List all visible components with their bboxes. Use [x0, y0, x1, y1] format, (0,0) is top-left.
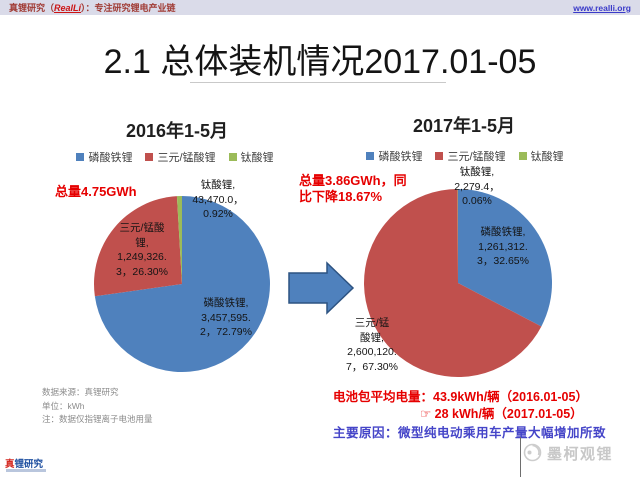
legend-label: 磷酸铁锂: [378, 151, 423, 163]
watermark-text: 墨柯观锂: [547, 446, 614, 463]
footer-logo: 真锂研究: [5, 456, 43, 470]
legend-item: 钛酸锂: [518, 148, 564, 164]
pie-label-lfp-2017: 磷酸铁锂, 1,261,312. 3，32.65%: [477, 226, 529, 268]
note-unit: 单位：kWh: [42, 400, 85, 411]
legend-swatch-nmc-icon: [435, 152, 444, 160]
note-remark: 注：数据仅指锂离子电池用量: [42, 414, 153, 425]
legend-item: 钛酸锂: [228, 149, 274, 165]
pie-label-nmc-2016: 三元/锰酸 锂, 1,249,326. 3，26.30%: [116, 222, 168, 279]
pie-chart-2016: [93, 196, 270, 372]
pie-slice: [176, 196, 182, 284]
legend-label: 三元/锰酸锂: [447, 151, 506, 163]
footer-logo-rest: 锂研究: [14, 459, 44, 470]
legend-item: 磷酸铁锂: [366, 148, 422, 164]
watermark-divider: [520, 437, 521, 477]
chart-title-2016: 2016年1-5月: [125, 121, 229, 141]
header-bar: 真锂研究（RealLi）：专注研究锂电产业链 www.realli.org: [0, 0, 640, 15]
pie-label-lfp-2016: 磷酸铁锂, 3,457,595. 2，72.79%: [200, 297, 252, 339]
pie-slice: [93, 196, 182, 297]
summary-reason: 主要原因：微型纯电动乘用车产量大幅增加所致: [333, 426, 607, 440]
legend-swatch-nmc-icon: [145, 153, 154, 161]
legend-label: 钛酸锂: [240, 152, 274, 164]
legend-label: 钛酸锂: [530, 151, 564, 163]
chart-title-2017: 2017年1-5月: [412, 116, 516, 136]
legend-swatch-lto-icon: [518, 152, 527, 160]
total-annotation-2016: 总量4.75GWh: [55, 184, 137, 199]
legend-2016: 磷酸铁锂 三元/锰酸锂 钛酸锂: [42, 149, 308, 165]
data-notes: 数据来源：真锂研究 单位：kWh 注：数据仅指锂离子电池用量: [42, 386, 153, 427]
brand-prefix: 真锂研究（: [9, 3, 55, 13]
legend-swatch-lto-icon: [228, 153, 237, 161]
brand-suffix: ）：专注研究锂电产业链: [81, 3, 176, 13]
footer-logo-subtext: [6, 469, 46, 472]
brand-name: RealLi: [54, 3, 82, 13]
summary-avg-2017: ☞ 28 kWh/辆（2017.01-05）: [420, 407, 583, 421]
page-title: 2.1 总体装机情况2017.01-05: [103, 43, 537, 81]
legend-swatch-lfp-icon: [76, 153, 85, 161]
pie-chart-2017: [364, 188, 553, 377]
watermark-swirl-icon: [523, 443, 542, 462]
legend-2017: 磷酸铁锂 三元/锰酸锂 钛酸锂: [332, 148, 598, 164]
summary-avg-2016: 电池包平均电量：43.9kWh/辆（2016.01-05）: [333, 390, 588, 404]
pie-slice: [458, 189, 553, 327]
legend-label: 三元/锰酸锂: [157, 152, 216, 164]
legend-label: 磷酸铁锂: [88, 152, 133, 164]
legend-item: 三元/锰酸锂: [435, 148, 506, 164]
total-annotation-2017: 总量3.86GWh，同 比下降18.67%: [299, 173, 407, 205]
pie-label-lto-2016: 钛酸锂, 43,470.0， 0.92%: [192, 179, 244, 221]
website-link[interactable]: www.realli.org: [573, 2, 631, 13]
note-source: 数据来源：真锂研究: [42, 387, 119, 397]
pie-slice: [364, 189, 542, 377]
pie-label-nmc-2017: 三元/锰 酸锂, 2,600,120. 7，67.30%: [346, 317, 398, 374]
legend-swatch-lfp-icon: [366, 152, 375, 160]
right-arrow-icon: [288, 261, 355, 315]
legend-item: 三元/锰酸锂: [145, 149, 216, 165]
brand-text: 真锂研究（RealLi）：专注研究锂电产业链: [9, 1, 176, 14]
pie-slice: [94, 196, 270, 372]
legend-item: 磷酸铁锂: [76, 149, 132, 165]
footer-logo-first: 真: [5, 459, 15, 470]
pie-label-lto-2017: 钛酸锂, 2,279.4， 0.06%: [454, 166, 500, 208]
title-underline: [190, 82, 446, 83]
